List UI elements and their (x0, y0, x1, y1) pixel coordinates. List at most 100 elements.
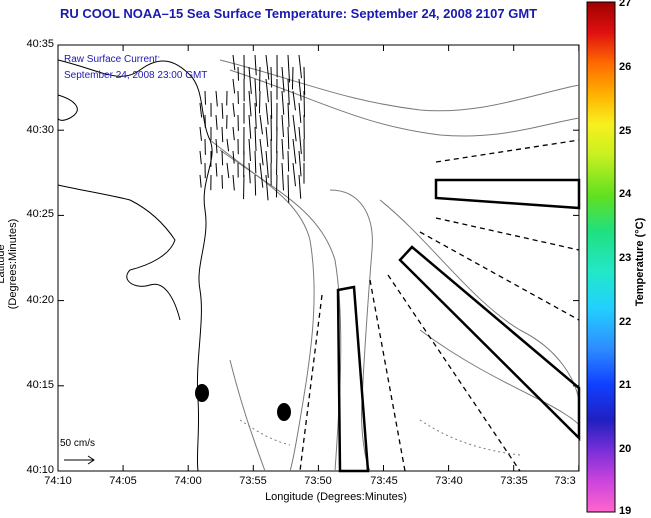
contour-east (379, 199, 580, 401)
current-vector (237, 66, 240, 81)
y-axis-label: Latitude (Degrees:Minutes) (0, 218, 19, 310)
transect-boxes (336, 178, 581, 473)
current-vector (298, 54, 302, 79)
current-vector (259, 162, 264, 188)
x-tick-label: 73:45 (370, 475, 398, 487)
current-annotation-line2: September 24, 2008 23:00 GMT (64, 70, 208, 81)
colorbar-tick: 23 (619, 252, 632, 264)
current-vector (248, 114, 252, 139)
current-vector (199, 174, 202, 188)
box-east-diagonal (398, 245, 581, 442)
current-vector (199, 126, 202, 141)
current-vector (254, 102, 257, 129)
scale-arrow (64, 455, 95, 465)
axis-tick-marks (57, 44, 580, 472)
current-vector (232, 54, 236, 71)
current-vector (275, 174, 278, 198)
current-vector (232, 126, 235, 141)
current-vector (248, 90, 252, 117)
current-vector (248, 66, 252, 95)
current-vector (265, 78, 269, 103)
current-vector (254, 54, 257, 76)
y-tick-label: 40:25 (26, 208, 54, 220)
current-vector (232, 102, 235, 117)
current-vector (265, 150, 269, 179)
x-tick-label: 73:3 (554, 475, 576, 487)
current-vector (287, 102, 290, 128)
current-vector (232, 150, 235, 164)
x-axis-label: Longitude (Degrees:Minutes) (265, 491, 407, 503)
current-vector (215, 90, 218, 107)
current-vector (259, 114, 263, 135)
colorbar-tick: 26 (619, 61, 632, 73)
colorbar (586, 1, 616, 513)
current-vector (287, 174, 290, 203)
current-vector (281, 114, 284, 138)
colorbar-tick: 27 (619, 0, 632, 9)
current-vector (221, 150, 224, 166)
current-vector (254, 78, 258, 107)
current-vector (298, 174, 302, 199)
x-tick-label: 73:35 (500, 475, 528, 487)
colorbar-tick: 25 (619, 125, 632, 137)
current-vector (298, 126, 302, 155)
map-title: RU COOL NOAA–15 Sea Surface Temperature:… (60, 6, 538, 21)
x-tick-label: 73:55 (239, 475, 267, 487)
current-vector (281, 138, 284, 160)
contour-south (229, 359, 266, 472)
contour-dots (239, 419, 291, 446)
box-east-upper (434, 178, 581, 210)
current-vector (204, 90, 207, 105)
current-vector (270, 90, 273, 119)
contour-dots-2 (419, 419, 521, 456)
current-vector (248, 162, 251, 184)
current-vector (254, 150, 257, 174)
current-vector (221, 126, 224, 143)
colorbar-tick: 21 (619, 379, 632, 391)
coastline (57, 59, 213, 472)
colorbar-tick: 19 (619, 505, 632, 517)
x-tick-label: 74:00 (174, 475, 202, 487)
contour-valley (329, 189, 373, 472)
current-vector (292, 90, 296, 111)
current-vector (258, 90, 261, 114)
current-vector (281, 90, 285, 115)
current-vector (199, 150, 202, 165)
colorbar-tick: 20 (619, 443, 632, 455)
contour-east-2 (419, 329, 580, 426)
box-south (336, 285, 370, 473)
current-vector (215, 138, 218, 154)
current-vector (298, 102, 302, 123)
current-vector (291, 66, 294, 90)
current-vector (215, 114, 218, 130)
contour-outer (219, 59, 580, 112)
current-vector (298, 78, 302, 101)
current-vector (287, 54, 291, 83)
current-vector (265, 126, 269, 147)
current-vector (265, 102, 269, 125)
current-annotation-line1: Raw Surface Current: (64, 54, 161, 65)
current-vector (248, 138, 251, 162)
colorbar-label: Temperature (°C) (634, 217, 646, 307)
y-tick-label: 40:30 (26, 124, 54, 136)
current-vector (232, 78, 236, 94)
current-vector (270, 66, 273, 88)
current-vector (281, 162, 285, 191)
colorbar-tick: 22 (619, 316, 632, 328)
current-vector (254, 126, 257, 152)
current-vector (221, 174, 224, 189)
x-tick-label: 74:05 (109, 475, 137, 487)
current-vector (292, 138, 297, 164)
current-vector (265, 54, 270, 80)
scale-label: 50 cm/s (60, 438, 96, 449)
current-vector (292, 162, 296, 187)
plot-frame (57, 44, 580, 472)
current-vector (226, 162, 230, 179)
buoy-marker (195, 384, 209, 402)
x-tick-label: 73:50 (304, 475, 332, 487)
current-vector (221, 102, 224, 119)
current-vector (232, 174, 235, 191)
y-tick-label: 40:35 (26, 38, 54, 50)
current-vector (199, 102, 203, 118)
